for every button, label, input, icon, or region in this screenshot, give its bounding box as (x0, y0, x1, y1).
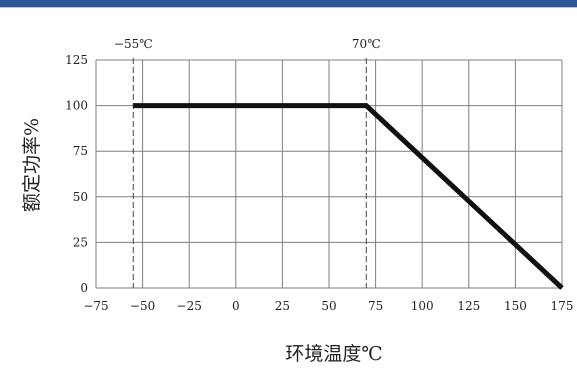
x-tick-label: 0 (232, 299, 240, 313)
y-tick-label: 50 (73, 190, 88, 204)
y-tick-labels: 0 25 50 75 100 125 (65, 53, 88, 295)
reference-label: −55℃ (114, 37, 153, 51)
x-tick-label: 175 (551, 299, 574, 313)
y-tick-label: 25 (73, 235, 88, 249)
x-tick-label: 50 (321, 299, 336, 313)
y-tick-label: 0 (80, 281, 88, 295)
x-tick-label: −50 (130, 299, 155, 313)
header-divider (0, 7, 577, 8)
x-tick-label: 125 (457, 299, 480, 313)
grid (95, 59, 563, 289)
x-tick-label: 25 (275, 299, 290, 313)
reference-labels: −55℃ 70℃ (114, 37, 381, 51)
y-tick-label: 100 (65, 99, 88, 113)
reference-lines (132, 58, 367, 288)
x-tick-label: 150 (504, 299, 527, 313)
x-tick-label: 100 (411, 299, 434, 313)
x-tick-label: −25 (177, 299, 202, 313)
y-tick-label: 125 (65, 53, 88, 67)
x-tick-label: −75 (83, 299, 108, 313)
x-axis-title: 环境温度℃ (285, 343, 382, 365)
y-tick-label: 75 (73, 144, 88, 158)
header-bar (0, 0, 577, 7)
reference-label: 70℃ (352, 37, 381, 51)
derating-curve (133, 103, 564, 290)
x-tick-labels: −75 −50 −25 0 25 50 75 100 125 150 175 (83, 299, 573, 313)
series-layer (133, 103, 564, 290)
y-axis-title: 额定功率% (21, 118, 43, 212)
x-tick-label: 75 (368, 299, 383, 313)
